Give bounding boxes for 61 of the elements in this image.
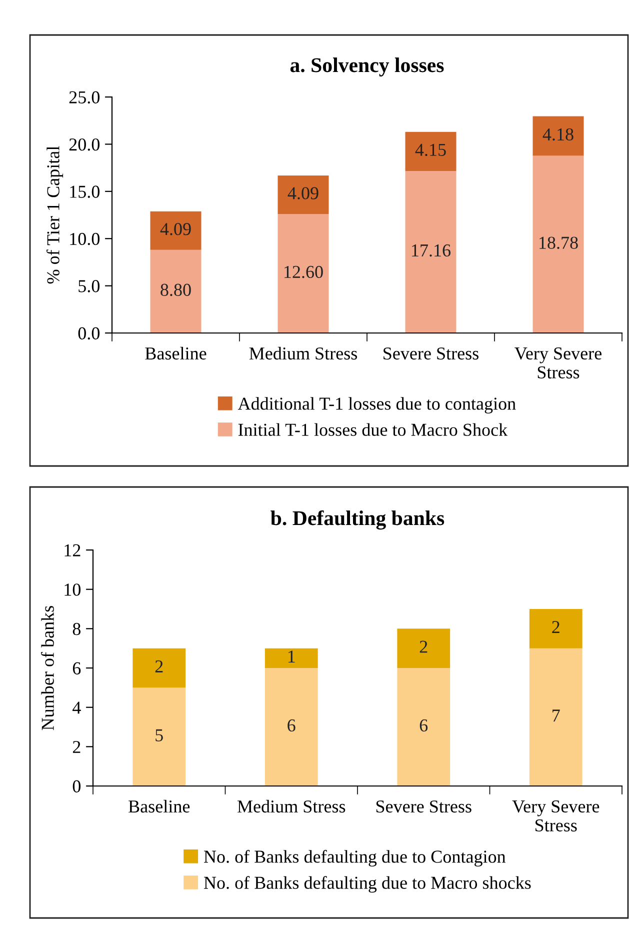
y-tick-label: 5.0 [78,280,100,292]
data-label: 2 [552,621,560,634]
y-tick-label: 10 [64,584,81,596]
data-label: 4.09 [288,187,318,200]
bar [278,175,329,214]
bar [132,688,186,786]
data-label: 4.09 [160,222,191,236]
bar [532,156,584,333]
data-label: 4.15 [415,144,446,156]
bar [397,668,450,786]
legend-label: Additional T-1 losses due to contagion [238,397,516,414]
x-tick-label: Baseline [128,800,190,813]
y-tick-label: 25.0 [69,91,100,104]
bar [397,628,450,668]
y-tick-label: 0.0 [78,327,100,340]
y-tick-label: 6 [72,662,81,674]
x-tick-label: Medium Stress [237,800,346,813]
data-label: 6 [420,719,428,732]
x-tick-label: Severe Stress [384,347,478,360]
bar [132,648,186,688]
bar [150,250,202,333]
bar [532,116,584,156]
y-tick-label: 10.0 [70,232,100,246]
data-label: 12.60 [284,266,323,278]
y-tick-label: 0 [72,780,81,792]
y-axis-title: % of Tier 1 Capital [46,146,64,284]
y-tick-label: 8 [72,622,81,636]
data-label: 6 [288,719,296,732]
chart-title: a. Solvency losses [290,58,444,76]
data-label: 7 [552,710,560,722]
data-label: 2 [155,660,163,672]
bar [529,648,582,786]
x-tick-label: Severe Stress [376,800,472,813]
bar [405,171,456,333]
legend-label: No. of Banks defaulting due to Macro shocks [204,876,531,893]
chart-title: b. Defaulting banks [270,510,444,530]
data-label: 18.78 [540,236,578,249]
data-label: 4.18 [542,128,574,141]
data-label: 2 [420,640,428,653]
bar [264,648,318,668]
y-tick-label: 4 [72,702,81,714]
x-tick-label: Very Severe Stress [514,347,602,378]
bar [278,214,329,333]
data-label: 8.80 [160,284,191,296]
x-tick-label: Medium Stress [249,346,358,360]
y-tick-label: 20.0 [69,138,100,151]
y-axis-title: Number of banks [41,606,54,730]
bar [529,609,582,648]
y-tick-label: 15.0 [70,186,100,198]
bar [150,211,202,250]
data-label: 5 [156,729,163,742]
data-label: 17.16 [412,244,451,257]
legend-label: No. of Banks defaulting due to Contagion [204,850,506,867]
bar [405,132,456,172]
x-tick-label: Baseline [145,346,206,360]
y-tick-label: 2 [72,740,80,753]
y-tick-label: 12 [64,544,80,556]
x-tick-label: Very Severe Stress [512,800,600,832]
bar [264,668,318,786]
data-label: 1 [288,650,295,663]
legend-label: Initial T-1 losses due to Macro Shock [238,423,508,436]
